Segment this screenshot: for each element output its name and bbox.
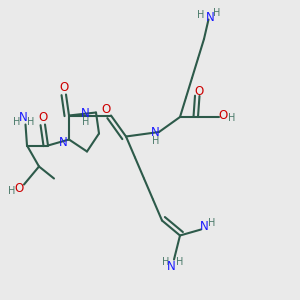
Text: N: N [206,11,214,24]
Text: H: H [213,8,220,19]
Text: H: H [8,185,16,196]
Text: N: N [81,106,90,120]
Text: O: O [60,81,69,94]
Text: N: N [167,260,176,273]
Text: N: N [151,125,160,139]
Text: H: H [82,117,89,127]
Text: H: H [152,136,159,146]
Text: N: N [200,220,209,233]
Text: O: O [39,111,48,124]
Text: O: O [219,109,228,122]
Text: H: H [176,257,184,267]
Text: H: H [162,257,169,267]
Text: H: H [27,117,34,127]
Text: O: O [195,85,204,98]
Text: H: H [228,112,235,123]
Text: N: N [19,111,28,124]
Text: N: N [58,136,68,149]
Text: H: H [197,10,205,20]
Text: O: O [14,182,23,195]
Text: O: O [101,103,110,116]
Text: H: H [14,117,21,127]
Text: H: H [208,218,215,229]
